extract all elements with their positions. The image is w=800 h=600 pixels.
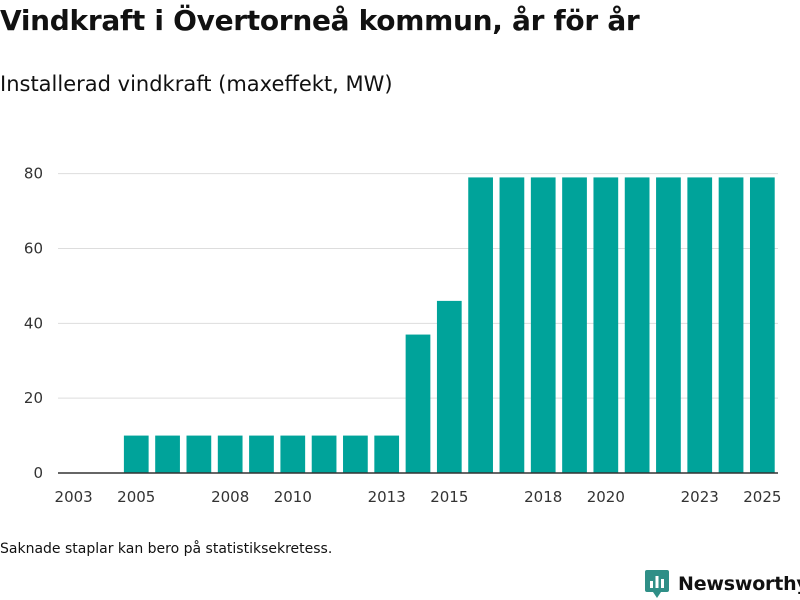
y-tick-label-0: 0 <box>33 464 43 482</box>
x-tick-label-2005: 2005 <box>117 488 155 506</box>
y-axis-tick-labels: 0 20 40 60 80 <box>24 165 43 482</box>
bar-2013 <box>374 435 400 473</box>
bar-2007 <box>186 435 212 473</box>
brand-logo[interactable]: Newsworthy <box>644 569 800 599</box>
bar-2021 <box>624 177 650 474</box>
y-tick-label-20: 20 <box>24 389 43 407</box>
chart-title: Vindkraft i Övertorneå kommun, år för år <box>0 4 640 37</box>
bar-2017 <box>499 177 525 474</box>
bar-2019 <box>562 177 587 474</box>
x-tick-label-2013: 2013 <box>368 488 406 506</box>
bar-2008 <box>217 435 243 473</box>
x-tick-label-2010: 2010 <box>274 488 312 506</box>
bar-2010 <box>280 435 306 473</box>
bar-2011 <box>311 435 337 473</box>
bar-2018 <box>530 177 556 474</box>
bar-2006 <box>155 435 180 473</box>
bar-2023 <box>687 177 713 474</box>
x-axis-tick-labels: 2003 2005 2008 2010 2013 2015 2018 2020 2023 2025 <box>55 488 782 506</box>
y-tick-label-40: 40 <box>24 314 43 332</box>
bar-2024 <box>718 177 744 474</box>
bar-2009 <box>249 435 274 473</box>
bar-2014 <box>405 334 431 473</box>
bar-2022 <box>656 177 681 474</box>
x-tick-label-2018: 2018 <box>524 488 562 506</box>
bar-2005 <box>123 435 149 473</box>
bar-2025 <box>749 177 775 474</box>
bar-2020 <box>593 177 619 474</box>
brand-name: Newsworthy <box>678 573 800 595</box>
bars <box>123 177 775 474</box>
newsworthy-logo-icon <box>645 570 669 598</box>
chart-subtitle: Installerad vindkraft (maxeffekt, MW) <box>0 72 393 96</box>
y-tick-label-80: 80 <box>24 165 43 183</box>
footnote: Saknade staplar kan bero på statistiksek… <box>0 541 333 557</box>
x-tick-label-2023: 2023 <box>681 488 719 506</box>
x-tick-label-2020: 2020 <box>587 488 625 506</box>
bar-2012 <box>343 435 368 473</box>
x-tick-label-2008: 2008 <box>211 488 249 506</box>
y-tick-label-60: 60 <box>24 240 43 258</box>
x-tick-label-2003: 2003 <box>55 488 93 506</box>
x-tick-label-2025: 2025 <box>743 488 781 506</box>
bar-2016 <box>468 177 493 474</box>
bar-2015 <box>436 300 462 473</box>
x-tick-label-2015: 2015 <box>430 488 468 506</box>
